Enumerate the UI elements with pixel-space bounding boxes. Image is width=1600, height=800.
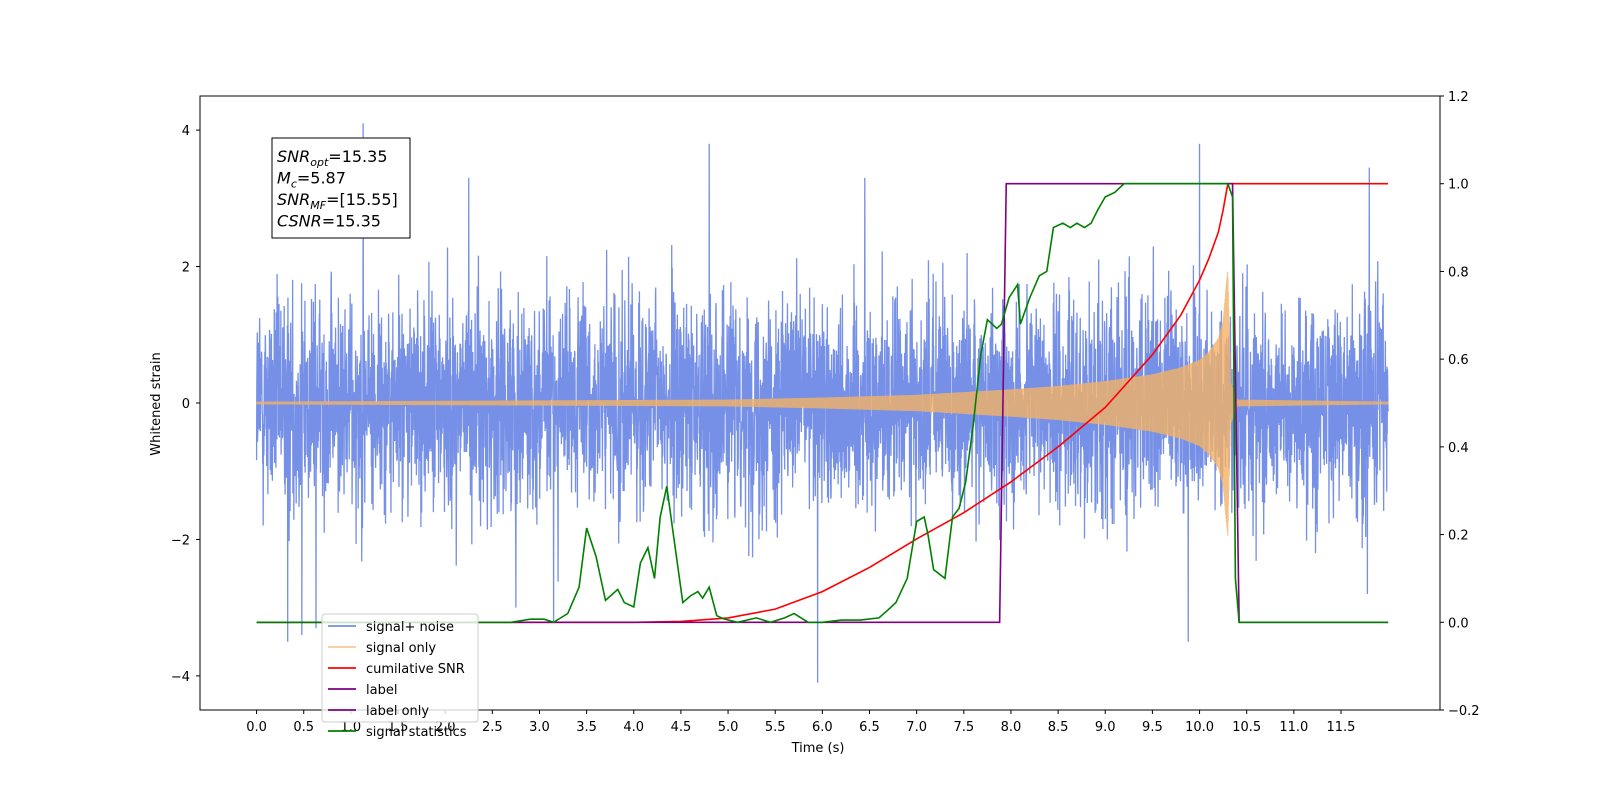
legend-label: signal statistics xyxy=(366,725,467,740)
x-tick-label: 8.5 xyxy=(1048,720,1069,735)
x-tick-label: 2.5 xyxy=(482,720,503,735)
x-tick-label: 11.5 xyxy=(1327,720,1356,735)
x-tick-label: 10.5 xyxy=(1232,720,1261,735)
legend-entry: cumilative SNR xyxy=(328,662,465,677)
x-tick-label: 3.0 xyxy=(529,720,550,735)
legend-label: signal only xyxy=(366,641,436,656)
x-tick-label: 7.5 xyxy=(953,720,974,735)
y2-tick-label: −0.2 xyxy=(1448,704,1480,719)
annotation-frame xyxy=(271,137,411,239)
x-tick-label: 4.0 xyxy=(623,720,644,735)
series-signal-statistics xyxy=(256,182,1389,624)
legend-frame xyxy=(321,613,479,723)
legend-entry: signal+ noise xyxy=(328,620,454,635)
y-tick-label: 4 xyxy=(182,124,190,139)
x-tick-label: 9.5 xyxy=(1142,720,1163,735)
x-tick-label: 1.5 xyxy=(388,720,409,735)
annotation-line: SNRMF=[15.55] xyxy=(277,190,398,212)
series-signal-noise xyxy=(255,123,1389,683)
y2-tick-label: 0.4 xyxy=(1448,441,1469,456)
y2-tick-label: 1.2 xyxy=(1448,90,1469,105)
y2-tick-label: 0.0 xyxy=(1448,616,1469,631)
y-tick-label: −2 xyxy=(171,533,190,548)
y2-tick-label: 0.6 xyxy=(1448,353,1469,368)
x-tick-label: 6.0 xyxy=(812,720,833,735)
series-signal-only xyxy=(256,271,1389,537)
x-tick-label: 4.5 xyxy=(671,720,692,735)
legend-label: cumilative SNR xyxy=(366,662,465,677)
x-tick-label: 5.0 xyxy=(718,720,739,735)
x-axis-label: Time (s) xyxy=(791,741,845,756)
annotation-line: SNRopt=15.35 xyxy=(277,147,388,169)
annotation-box: SNRopt=15.35Mc=5.87SNRMF=[15.55]CSNR=15.… xyxy=(271,137,411,239)
y-tick-label: −4 xyxy=(171,670,190,685)
x-tick-label: 0.5 xyxy=(293,720,314,735)
annotation-line: CSNR=15.35 xyxy=(277,212,381,231)
legend-label: label only xyxy=(366,704,429,719)
legend-label: signal+ noise xyxy=(366,620,454,635)
y-axis-label: Whitened strain xyxy=(149,352,164,455)
y2-tick-label: 0.2 xyxy=(1448,529,1469,544)
legend-entry: signal only xyxy=(328,641,436,656)
legend-label: label xyxy=(366,683,397,698)
y-tick-label: 2 xyxy=(182,261,190,276)
legend-entry: signal statistics xyxy=(328,725,467,740)
legend: signal+ noise signal only cumilative SNR la… xyxy=(321,613,479,740)
x-tick-label: 2.0 xyxy=(435,720,456,735)
x-tick-label: 6.5 xyxy=(859,720,880,735)
legend-entry: label xyxy=(328,683,397,698)
x-tick-label: 9.0 xyxy=(1095,720,1116,735)
x-tick-label: 11.0 xyxy=(1279,720,1308,735)
y-tick-label: 0 xyxy=(182,397,190,412)
y2-tick-label: 0.8 xyxy=(1448,265,1469,280)
x-tick-label: 5.5 xyxy=(765,720,786,735)
annotation-line: Mc=5.87 xyxy=(277,169,346,191)
legend-entry: label only xyxy=(328,704,429,719)
x-tick-label: 3.5 xyxy=(576,720,597,735)
x-tick-label: 0.0 xyxy=(246,720,267,735)
x-tick-label: 10.0 xyxy=(1185,720,1214,735)
x-tick-label: 7.0 xyxy=(906,720,927,735)
x-tick-label: 8.0 xyxy=(1001,720,1022,735)
y2-tick-label: 1.0 xyxy=(1448,178,1469,193)
series-cumulative-snr xyxy=(256,182,1389,624)
